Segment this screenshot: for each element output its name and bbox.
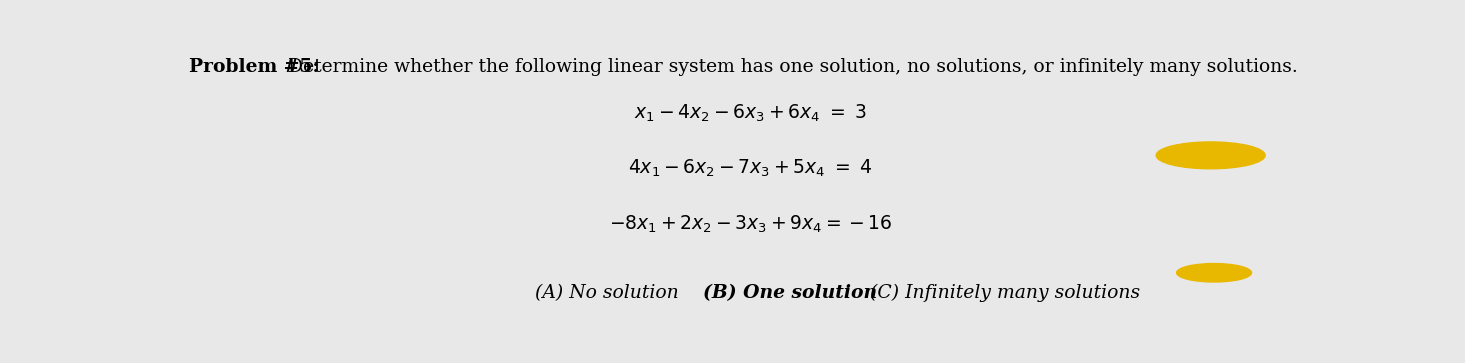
Text: (A) No solution: (A) No solution [535, 284, 678, 302]
Text: (B) One solution: (B) One solution [703, 284, 878, 302]
Text: $4x_1 - 6x_2 - 7x_3 + 5x_4 \ = \ 4$: $4x_1 - 6x_2 - 7x_3 + 5x_4 \ = \ 4$ [628, 158, 873, 179]
Text: Determine whether the following linear system has one solution, no solutions, or: Determine whether the following linear s… [277, 57, 1298, 76]
Circle shape [1176, 264, 1251, 282]
Circle shape [1156, 142, 1266, 169]
Text: (C) Infinitely many solutions: (C) Infinitely many solutions [870, 284, 1140, 302]
Text: $-8x_1 + 2x_2 - 3x_3 + 9x_4 = -16$: $-8x_1 + 2x_2 - 3x_3 + 9x_4 = -16$ [609, 214, 892, 235]
Text: Problem #5:: Problem #5: [189, 57, 319, 76]
Text: $x_1 - 4x_2 - 6x_3 + 6x_4 \ = \ 3$: $x_1 - 4x_2 - 6x_3 + 6x_4 \ = \ 3$ [634, 102, 867, 123]
